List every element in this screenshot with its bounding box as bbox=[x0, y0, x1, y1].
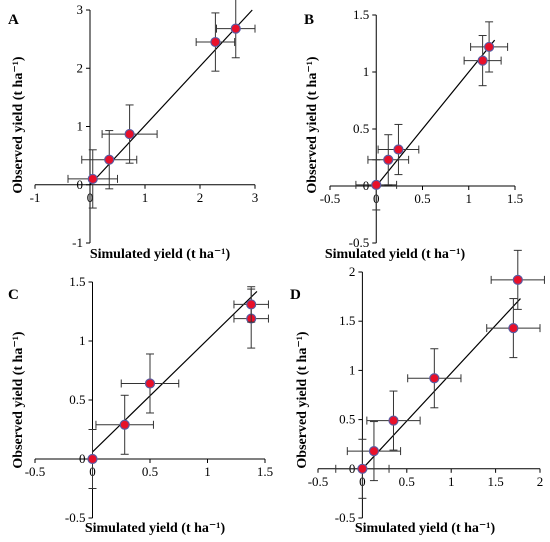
y-tick-label: -0.5 bbox=[349, 235, 370, 250]
data-point bbox=[388, 415, 399, 426]
x-tick-label: 0.5 bbox=[414, 191, 430, 206]
y-tick-label: 1 bbox=[363, 64, 370, 79]
fit-line bbox=[375, 39, 496, 187]
y-tick-label: 0 bbox=[77, 177, 84, 192]
x-tick-label: 1 bbox=[466, 191, 473, 206]
data-point bbox=[124, 128, 135, 140]
panel-label: B bbox=[304, 12, 314, 28]
fit-line bbox=[89, 9, 253, 186]
x-tick-label: 1.5 bbox=[257, 464, 273, 479]
y-tick-label: 0.5 bbox=[353, 121, 369, 136]
data-point bbox=[210, 36, 221, 48]
panel-label: D bbox=[290, 287, 301, 303]
data-point bbox=[368, 445, 380, 457]
x-tick-label: -1 bbox=[30, 190, 41, 205]
data-point bbox=[246, 299, 257, 310]
y-axis-title: Observed yield (t ha⁻¹) bbox=[11, 56, 26, 194]
data-point bbox=[119, 419, 130, 430]
data-point bbox=[104, 154, 115, 165]
x-tick-label: 0 bbox=[87, 190, 94, 205]
data-point bbox=[512, 274, 523, 285]
y-axis-title: Observed yield (t ha⁻¹) bbox=[11, 331, 26, 469]
x-tick-label: 2 bbox=[537, 474, 544, 489]
y-tick-label: 2 bbox=[77, 60, 84, 75]
x-tick-label: 2 bbox=[197, 190, 204, 205]
panel-label: A bbox=[8, 12, 19, 28]
data-point bbox=[393, 144, 404, 155]
x-tick-label: 3 bbox=[252, 190, 259, 205]
x-tick-label: 1 bbox=[142, 190, 149, 205]
y-tick-label: 3 bbox=[77, 2, 84, 17]
x-axis-title: Simulated yield (t ha⁻¹) bbox=[90, 247, 231, 262]
data-point bbox=[484, 41, 495, 53]
x-axis-title: Simulated yield (t ha⁻¹) bbox=[355, 521, 496, 536]
x-tick-label: 1.5 bbox=[487, 474, 503, 489]
y-tick-label: 2 bbox=[349, 264, 356, 279]
x-tick-label: 0.5 bbox=[399, 474, 415, 489]
data-point bbox=[477, 55, 488, 66]
y-tick-label: -0.5 bbox=[65, 510, 86, 525]
x-tick-label: 1 bbox=[204, 464, 211, 479]
y-tick-label: 0 bbox=[79, 451, 86, 466]
data-point bbox=[230, 23, 241, 34]
data-point bbox=[371, 179, 382, 190]
data-point bbox=[357, 463, 368, 474]
x-axis-title: Simulated yield (t ha⁻¹) bbox=[325, 247, 466, 262]
panel-label: C bbox=[8, 287, 19, 303]
y-axis-title: Observed yield (t ha⁻¹) bbox=[305, 56, 320, 194]
y-tick-label: -0.5 bbox=[335, 510, 356, 525]
y-tick-label: 1.5 bbox=[339, 313, 355, 328]
x-axis-title: Simulated yield (t ha⁻¹) bbox=[85, 521, 226, 536]
data-point bbox=[383, 154, 394, 165]
x-tick-label: -0.5 bbox=[25, 464, 46, 479]
data-point bbox=[429, 373, 440, 384]
y-tick-label: 0 bbox=[363, 178, 370, 193]
y-tick-label: 1 bbox=[79, 333, 86, 348]
x-tick-label: -0.5 bbox=[308, 474, 329, 489]
fit-line bbox=[361, 298, 521, 470]
x-tick-label: 0.5 bbox=[142, 464, 158, 479]
y-tick-label: 0.5 bbox=[69, 392, 85, 407]
x-tick-label: 1 bbox=[448, 474, 455, 489]
data-point bbox=[144, 378, 156, 389]
fit-line bbox=[92, 291, 258, 453]
y-tick-label: 1 bbox=[77, 119, 84, 134]
y-tick-label: 1.5 bbox=[353, 7, 369, 22]
y-tick-label: 1.5 bbox=[69, 274, 85, 289]
x-tick-label: -0.5 bbox=[320, 191, 341, 206]
y-axis-title: Observed yield (t ha⁻¹) bbox=[295, 331, 310, 469]
data-point bbox=[87, 453, 98, 465]
data-point bbox=[87, 173, 98, 185]
y-tick-label: 1 bbox=[349, 362, 356, 377]
panel-a: -1 0 1 2 3 -1 0 1 2 3 A Simulated yield (t ha⁻¹) Obs… bbox=[8, 0, 258, 262]
y-tick-label: 0.5 bbox=[339, 412, 355, 427]
data-point-errorbars bbox=[81, 130, 138, 190]
y-tick-label: -1 bbox=[72, 235, 83, 250]
x-tick-label: 1.5 bbox=[507, 191, 523, 206]
data-point bbox=[508, 322, 519, 334]
